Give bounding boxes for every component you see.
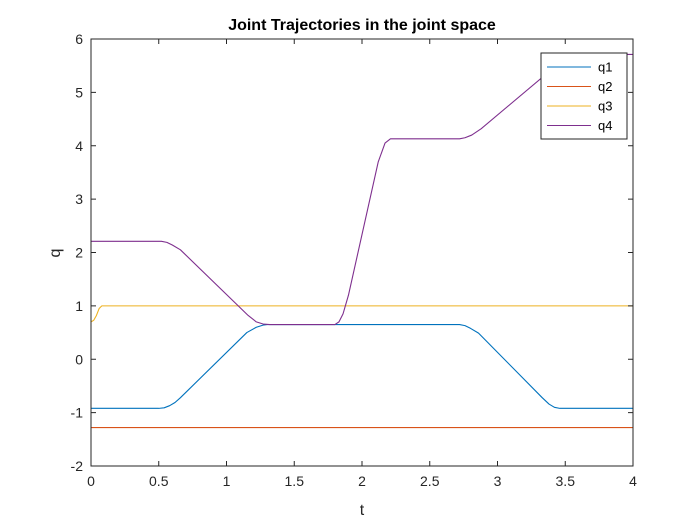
y-tick-label: 4 (75, 138, 83, 154)
legend-label-q2: q2 (598, 79, 612, 94)
y-tick-label: 5 (75, 84, 83, 100)
x-tick-label: 3.5 (556, 473, 576, 489)
y-tick-label: 6 (75, 31, 83, 47)
series-layer (90, 53, 633, 429)
y-tick-label: 0 (75, 351, 83, 367)
legend-label-q1: q1 (598, 60, 612, 75)
legend-box (540, 52, 628, 140)
y-tick-label: 3 (75, 191, 83, 207)
x-axis-label: t (360, 502, 365, 519)
x-tick-label: 4 (629, 473, 637, 489)
legend-label-q4: q4 (598, 118, 612, 133)
x-ticks: 0 0.5 1 1.5 2 2.5 3 3.5 4 (87, 39, 637, 489)
y-tick-label: 1 (75, 298, 83, 314)
x-tick-label: 2 (358, 473, 366, 489)
x-tick-label: 3 (494, 473, 502, 489)
legend: q1 q2 q3 q4 (540, 52, 628, 140)
series-line-q3 (90, 305, 633, 323)
series-line-q4 (91, 53, 633, 326)
x-tick-label: 1.5 (285, 473, 305, 489)
x-tick-label: 2.5 (420, 473, 440, 489)
x-tick-label: 0.5 (149, 473, 169, 489)
legend-label-q3: q3 (598, 99, 612, 114)
y-tick-label: -1 (71, 405, 84, 421)
x-tick-label: 0 (87, 473, 95, 489)
y-tick-label: 2 (75, 245, 83, 261)
chart-title: Joint Trajectories in the joint space (228, 17, 496, 34)
y-ticks: -2 -1 0 1 2 3 4 5 6 (71, 31, 633, 474)
x-tick-label: 1 (223, 473, 231, 489)
y-axis-label: q (47, 249, 64, 258)
y-tick-label: -2 (71, 458, 84, 474)
